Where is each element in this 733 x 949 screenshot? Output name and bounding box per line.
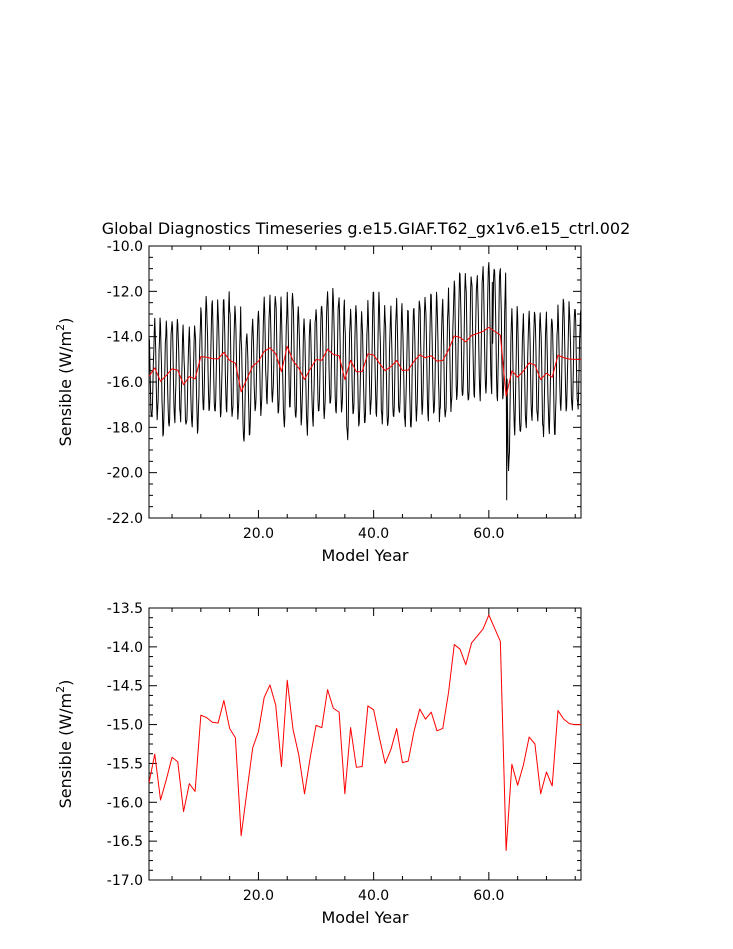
y-tick-label: -16.0 xyxy=(107,795,143,811)
y-tick-label: -14.0 xyxy=(107,640,143,656)
axis-ticks: -17.0 -16.5 -16.0 -15.5 -15.0 -14.5 -14.0 -13.5… xyxy=(107,601,581,904)
y-tick-label: -12.0 xyxy=(107,284,143,300)
plot-frame xyxy=(148,607,582,881)
y-tick-label: -18.0 xyxy=(107,420,143,436)
y-axis-label-superscript: 2 xyxy=(54,686,67,693)
y-axis-label-close: ) xyxy=(56,680,75,686)
y-tick-label: -13.5 xyxy=(107,601,143,617)
y-tick-label: -14.0 xyxy=(107,330,143,346)
bottom-panel: -17.0 -16.5 -16.0 -15.5 -15.0 -14.5 -14.0 -13.5… xyxy=(54,601,582,927)
annual-series-line xyxy=(149,326,581,397)
x-tick-label: 60.0 xyxy=(473,888,504,904)
chart-title: Global Diagnostics Timeseries g.e15.GIAF… xyxy=(102,219,631,239)
x-tick-label: 60.0 xyxy=(473,526,504,542)
y-axis-label-text: Sensible (W/m xyxy=(56,693,75,809)
y-axis-label-text: Sensible (W/m xyxy=(56,331,75,447)
y-tick-label: -16.0 xyxy=(107,375,143,391)
y-axis-label: Sensible (W/m2) xyxy=(54,680,75,809)
x-tick-label: 20.0 xyxy=(243,526,274,542)
y-tick-label: -10.0 xyxy=(107,239,143,255)
x-tick-label: 40.0 xyxy=(358,888,389,904)
y-axis-label-close: ) xyxy=(56,318,75,324)
x-tick-label: 40.0 xyxy=(358,526,389,542)
y-tick-label: -17.0 xyxy=(107,873,143,889)
top-panel: -22.0 -20.0 -18.0 -16.0 -14.0 -12.0 -10.0 20.0 4… xyxy=(54,239,582,565)
annual-series-line xyxy=(149,614,581,851)
x-tick-label: 20.0 xyxy=(243,888,274,904)
monthly-series-line xyxy=(149,261,581,501)
y-tick-label: -22.0 xyxy=(107,511,143,527)
y-tick-label: -14.5 xyxy=(107,679,143,695)
y-tick-label: -15.5 xyxy=(107,756,143,772)
series-lines xyxy=(149,614,581,851)
y-axis-label: Sensible (W/m2) xyxy=(54,318,75,447)
series-lines xyxy=(149,261,581,501)
y-tick-label: -15.0 xyxy=(107,718,143,734)
x-axis-label: Model Year xyxy=(322,546,409,565)
y-tick-label: -20.0 xyxy=(107,466,143,482)
x-axis-label: Model Year xyxy=(322,908,409,927)
y-axis-label-superscript: 2 xyxy=(54,324,67,331)
y-tick-label: -16.5 xyxy=(107,834,143,850)
